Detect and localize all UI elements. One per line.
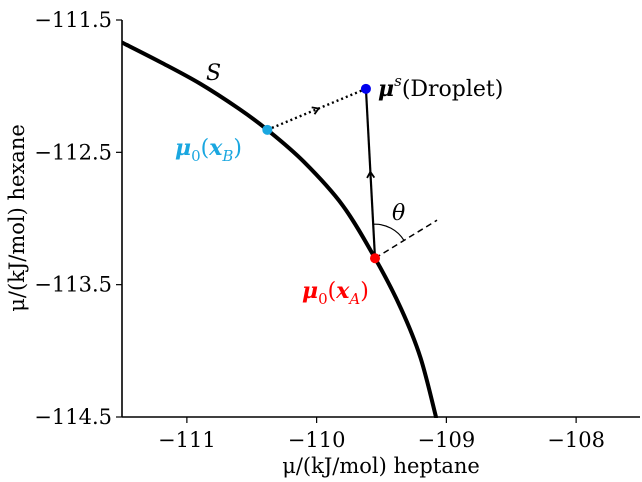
x-axis-label: μ/(kJ/mol) heptane bbox=[282, 454, 480, 478]
vector-xA-arrowhead bbox=[366, 170, 376, 179]
xA-mu: μ bbox=[302, 278, 318, 304]
annotation-xB: μ0(xB) bbox=[175, 135, 242, 165]
xB-close: ) bbox=[233, 136, 242, 161]
x-ticks: −111 −110 −109 −108 bbox=[158, 417, 605, 452]
vector-xB-arrowhead bbox=[311, 106, 321, 115]
y-ticks: −111.5 −112.5 −113.5 −114.5 bbox=[34, 8, 122, 429]
droplet-mu: μ bbox=[378, 76, 394, 102]
y-axis-label: μ/(kJ/mol) hexane bbox=[5, 124, 29, 312]
angle-label: θ bbox=[392, 201, 405, 226]
x-tick-label: −111 bbox=[158, 428, 216, 452]
series-line-S bbox=[122, 40, 438, 418]
y-tick-label: −113.5 bbox=[34, 273, 112, 297]
point-droplet bbox=[360, 83, 371, 94]
point-xA bbox=[370, 253, 381, 264]
y-tick-label: −112.5 bbox=[34, 140, 112, 164]
vector-xB-to-droplet bbox=[266, 87, 367, 131]
annotation-xA: μ0(xA) bbox=[302, 278, 369, 308]
annotation-droplet: μs(Droplet) bbox=[378, 72, 503, 102]
x-tick-label: −108 bbox=[547, 428, 605, 452]
x-tick-label: −110 bbox=[288, 428, 346, 452]
xB-var: x bbox=[208, 135, 223, 161]
y-tick-label: −114.5 bbox=[34, 405, 112, 429]
xA-var: x bbox=[335, 278, 350, 304]
point-xB bbox=[262, 124, 273, 135]
droplet-text: (Droplet) bbox=[402, 77, 504, 102]
angle-reference-dashed-line bbox=[374, 219, 438, 259]
angle-arc bbox=[373, 223, 405, 241]
xB-sub: 0 bbox=[191, 147, 201, 165]
xB-mu: μ bbox=[175, 135, 191, 161]
xA-close: ) bbox=[360, 279, 369, 304]
y-tick-label: −111.5 bbox=[34, 8, 112, 32]
xB-varsub: B bbox=[221, 147, 233, 165]
xA-varsub: A bbox=[347, 290, 360, 308]
x-tick-label: −109 bbox=[418, 428, 476, 452]
xB-open: ( bbox=[201, 136, 210, 161]
droplet-sup: s bbox=[394, 72, 402, 90]
xA-sub: 0 bbox=[318, 290, 328, 308]
curve-label-S: S bbox=[206, 61, 221, 86]
xA-open: ( bbox=[328, 279, 337, 304]
